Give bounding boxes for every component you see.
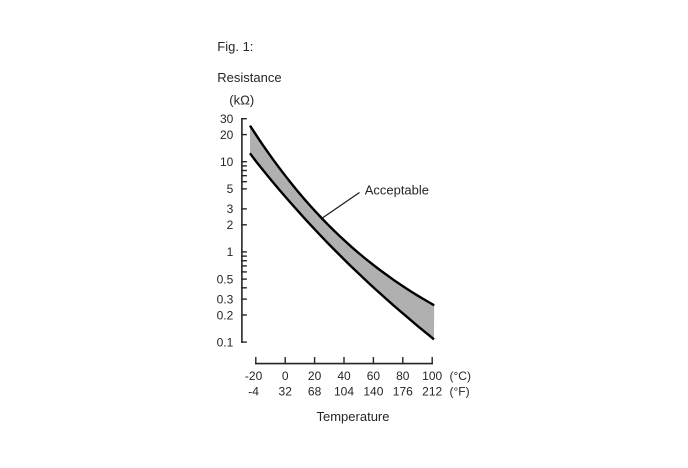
svg-text:0.3: 0.3 <box>217 292 234 306</box>
svg-text:100: 100 <box>422 369 442 383</box>
svg-text:(°F): (°F) <box>450 385 470 399</box>
svg-text:2: 2 <box>227 218 234 232</box>
svg-text:Resistance: Resistance <box>217 70 281 85</box>
svg-text:5: 5 <box>227 182 234 196</box>
svg-text:1: 1 <box>227 245 234 259</box>
svg-text:60: 60 <box>367 369 381 383</box>
svg-text:10: 10 <box>220 155 234 169</box>
svg-text:0.2: 0.2 <box>217 308 234 322</box>
svg-text:Fig. 1:: Fig. 1: <box>217 39 253 54</box>
svg-text:32: 32 <box>279 385 293 399</box>
svg-text:212: 212 <box>422 385 442 399</box>
svg-text:(kΩ): (kΩ) <box>229 92 254 107</box>
svg-text:104: 104 <box>334 385 354 399</box>
svg-text:3: 3 <box>227 202 234 216</box>
svg-text:40: 40 <box>337 369 351 383</box>
svg-text:-4: -4 <box>248 385 259 399</box>
svg-text:20: 20 <box>308 369 322 383</box>
svg-text:176: 176 <box>393 385 413 399</box>
svg-text:20: 20 <box>220 128 234 142</box>
svg-text:0: 0 <box>282 369 289 383</box>
svg-text:Temperature: Temperature <box>317 409 390 424</box>
svg-text:Acceptable: Acceptable <box>365 183 429 198</box>
svg-text:(°C): (°C) <box>450 369 471 383</box>
svg-text:0.1: 0.1 <box>217 335 234 349</box>
svg-text:140: 140 <box>363 385 383 399</box>
svg-text:0.5: 0.5 <box>217 272 234 286</box>
svg-text:30: 30 <box>220 112 234 126</box>
svg-text:80: 80 <box>396 369 410 383</box>
svg-text:-20: -20 <box>245 369 263 383</box>
svg-text:68: 68 <box>308 385 322 399</box>
